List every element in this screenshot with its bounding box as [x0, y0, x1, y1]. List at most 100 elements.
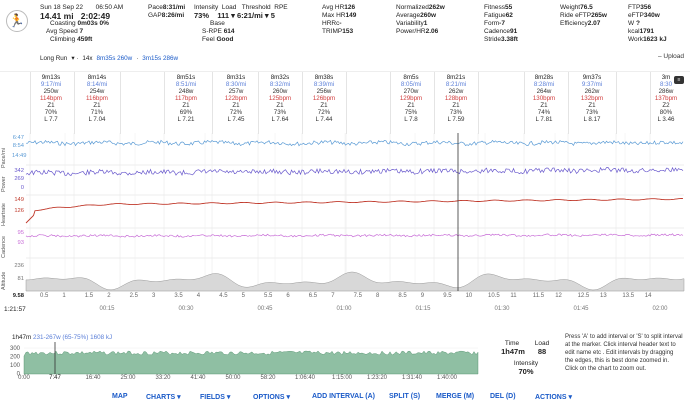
time-tick: 01:45: [573, 306, 589, 312]
distance-tick: 0.5: [40, 293, 49, 299]
options-menu[interactable]: OPTIONS ▾: [253, 394, 290, 401]
interval-dur: 9m13s: [41, 74, 61, 81]
actions-menu[interactable]: ACTIONS ▾: [535, 394, 572, 401]
activity-header: 🏃 Sun 18 Sep 22 06:50 AM 14.41 mi 2:02:4…: [0, 0, 690, 52]
interval-zone: Z1: [452, 102, 460, 109]
distance-tick: 8: [376, 293, 380, 299]
weight-value[interactable]: 76.5: [580, 4, 593, 11]
interval-power: 254w: [89, 88, 105, 95]
interval-zone: Z1: [540, 102, 548, 109]
rpe-value[interactable]: 5: [270, 11, 275, 20]
interval-divider[interactable]: [74, 72, 75, 134]
time-tick: 02:00: [652, 306, 668, 312]
workout-type[interactable]: Long Run: [40, 54, 68, 62]
stat-load-label: Load: [534, 340, 550, 347]
overview-time-tick: 1:15:00: [331, 375, 353, 381]
interval-lap: L 7.81: [535, 116, 553, 123]
upload-link[interactable]: – Upload: [657, 53, 684, 60]
interval-divider[interactable]: [212, 72, 213, 134]
interval-header[interactable]: 3m 8:30 286w 137bpm Z2 80% L 3.46: [648, 74, 684, 123]
power-tick-2: 269: [14, 176, 24, 182]
srpe-label: S-RPE: [202, 28, 222, 35]
interval-divider[interactable]: [568, 72, 569, 134]
interval-divider[interactable]: [524, 72, 525, 134]
distance-tick: 2: [107, 293, 111, 299]
interval-pct: 80%: [659, 109, 673, 116]
overview-time-tick: 41:40: [190, 375, 206, 381]
overview-chart[interactable]: 300 200 100 0: [0, 342, 500, 378]
interval-divider[interactable]: [258, 72, 259, 134]
pace-line: [25, 139, 684, 147]
stat-time-label: Time: [504, 340, 520, 347]
interval-zone: Z1: [182, 102, 190, 109]
merge-button[interactable]: MERGE (M): [436, 393, 475, 400]
interval-header[interactable]: 9m37s 9:37/mi 262w 132bpm Z1 73% L 8.17: [574, 74, 610, 123]
gap-value: 8:26/mi: [161, 12, 185, 19]
interval-summary-2[interactable]: 3m15s 286w: [142, 54, 178, 62]
interval-header[interactable]: 8m51s 8:51/mi 248w 117bpm Z1 69% L 7.21: [168, 74, 204, 123]
overview-time-tick: 1:31:40: [401, 375, 423, 381]
distance-tick: 11: [510, 293, 517, 299]
variability-label: Variability: [396, 20, 424, 27]
interval-hr: 132bpm: [580, 95, 604, 102]
feel-value[interactable]: Good: [216, 36, 234, 43]
time-tick: 00:15: [99, 306, 115, 312]
load-value[interactable]: 111: [217, 11, 230, 20]
run-activity-icon[interactable]: 🏃: [6, 10, 28, 32]
interval-pace: 8:32/mi: [269, 81, 291, 88]
interval-pct: 74%: [537, 109, 551, 116]
interval-summary-1[interactable]: 8m35s 260w: [96, 54, 133, 62]
time-tick: 01:00: [336, 306, 352, 312]
interval-divider[interactable]: [650, 72, 651, 134]
interval-pace: 8:51/mi: [175, 81, 197, 88]
load-label: Load: [221, 4, 237, 11]
overview-y-tick: 0: [17, 372, 21, 378]
add-interval-button[interactable]: ADD INTERVAL (A): [312, 393, 375, 400]
activity-charts[interactable]: [0, 133, 690, 303]
interval-divider[interactable]: [616, 72, 617, 134]
wprime-value: ?: [635, 20, 640, 27]
fields-menu[interactable]: FIELDS ▾: [200, 394, 231, 401]
ftp-value[interactable]: 356: [640, 4, 652, 11]
interval-divider[interactable]: [30, 72, 31, 134]
threshold-value[interactable]: 6:21/mi: [236, 11, 263, 20]
delete-button[interactable]: DEL (D): [490, 393, 516, 400]
interval-divider[interactable]: [120, 72, 121, 134]
interval-header[interactable]: 8m28s 8:28/mi 264w 130bpm Z1 74% L 7.81: [526, 74, 562, 123]
distance-tick: 8.5: [398, 293, 407, 299]
interval-strip[interactable]: 9m13s 9:17/mi 250w 114bpm Z1 70% L 7.7 8m14s 8:1…: [0, 71, 690, 134]
interval-header[interactable]: 8m5s 8:05/mi 270w 129bpm Z1 75% L 7.8: [393, 74, 429, 123]
comment-icon[interactable]: ≡: [674, 76, 684, 84]
interval-hr: 126bpm: [312, 95, 336, 102]
interval-dur: 8m32s: [270, 74, 290, 81]
interval-divider[interactable]: [390, 72, 391, 134]
weight-label: Weight: [560, 4, 581, 11]
interval-zone: Z1: [588, 102, 596, 109]
distance-tick: 5: [241, 293, 245, 299]
overview-power-area: [23, 350, 479, 375]
interval-header[interactable]: 8m14s 8:14/mi 254w 116bpm Z1 71% L 7.04: [79, 74, 115, 123]
chevron-down-icon[interactable]: ▾ ·: [71, 54, 79, 62]
interval-divider[interactable]: [434, 72, 435, 134]
interval-divider[interactable]: [302, 72, 303, 134]
hrrc-label: HRRc: [322, 20, 340, 27]
interval-power: 270w: [403, 88, 419, 95]
altitude-area: [25, 271, 685, 292]
interval-header[interactable]: 8m32s 8:32/mi 260w 125bpm Z1 73% L 7.64: [262, 74, 298, 123]
split-button[interactable]: SPLIT (S): [389, 393, 421, 400]
interval-pace: 8:30/mi: [225, 81, 247, 88]
interval-divider[interactable]: [478, 72, 479, 134]
map-button[interactable]: MAP: [112, 393, 128, 400]
charts-menu[interactable]: CHARTS ▾: [146, 394, 181, 401]
overview-time-tick: 16:40: [85, 375, 101, 381]
interval-divider[interactable]: [346, 72, 347, 134]
interval-header[interactable]: 9m13s 9:17/mi 250w 114bpm Z1 70% L 7.7: [33, 74, 69, 123]
interval-header[interactable]: 8m31s 8:30/mi 257w 122bpm Z1 72% L 7.45: [218, 74, 254, 123]
srpe-value: 614: [223, 28, 235, 35]
header-col-summary: Sun 18 Sep 22 06:50 AM 14.41 mi 2:02:49 …: [40, 4, 123, 44]
interval-header[interactable]: 8m21s 8:21/mi 262w 128bpm Z1 73% L 7.59: [438, 74, 474, 123]
charts-svg[interactable]: [0, 133, 690, 305]
stride-label: Stride: [484, 36, 501, 43]
interval-header[interactable]: 8m38s 8:39/mi 256w 126bpm Z1 72% L 7.44: [306, 74, 342, 123]
interval-divider[interactable]: [164, 72, 165, 134]
